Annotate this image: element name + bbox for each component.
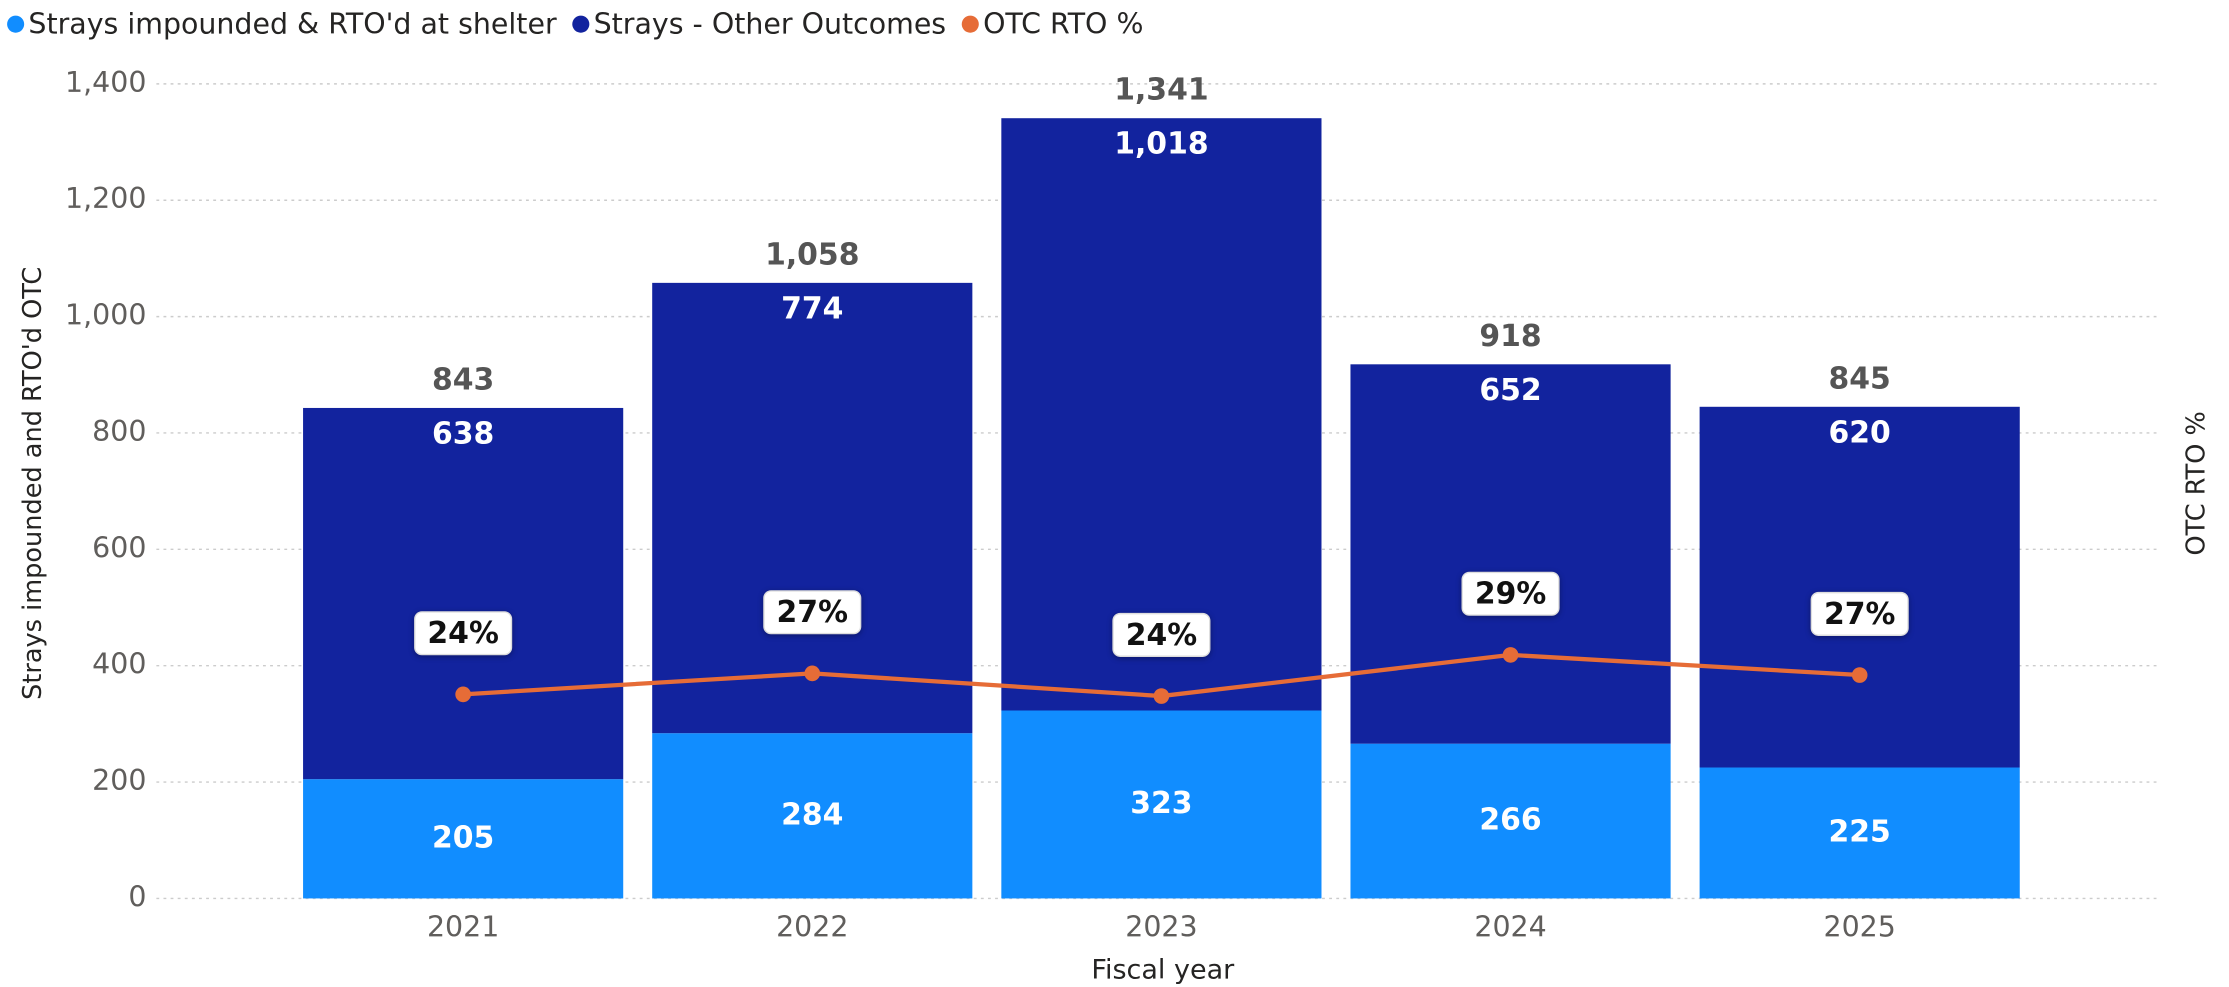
total-label: 1,341 xyxy=(1114,73,1208,108)
y-axis-title: Strays impounded and RTO'd OTC xyxy=(18,267,48,700)
x-tick-label: 2022 xyxy=(776,910,848,943)
bar xyxy=(1350,364,1671,744)
y-tick-label: 200 xyxy=(92,764,146,797)
line-point xyxy=(455,686,471,703)
label-bg xyxy=(414,611,513,656)
label-bg xyxy=(1461,571,1560,616)
line-point xyxy=(804,665,821,682)
bar xyxy=(303,407,624,780)
label-bg xyxy=(1112,612,1211,657)
data-label-box: 24% xyxy=(1112,612,1211,657)
label-bg xyxy=(763,590,862,635)
data-label-box: 27% xyxy=(1810,591,1909,636)
bar xyxy=(652,282,973,734)
bar xyxy=(652,733,973,899)
line-point xyxy=(1502,647,1519,663)
x-tick-label: 2023 xyxy=(1125,910,1197,943)
data-label: 29% xyxy=(1475,577,1546,612)
data-label: 323 xyxy=(1130,786,1192,821)
total-label: 845 xyxy=(1829,361,1891,396)
data-label: 620 xyxy=(1829,415,1891,450)
x-axis-title: Fiscal year xyxy=(1091,954,1235,985)
data-label-box: 24% xyxy=(414,611,513,656)
data-label: 205 xyxy=(432,820,494,855)
bar xyxy=(1001,118,1322,711)
data-label: 284 xyxy=(781,797,843,832)
legend-label: Strays impounded & RTO'd at shelter xyxy=(28,8,557,41)
x-tick-label: 2021 xyxy=(427,910,499,943)
line-point xyxy=(1851,667,1868,683)
total-label: 843 xyxy=(432,362,494,397)
data-label-box: 29% xyxy=(1461,571,1560,616)
data-label: 1,018 xyxy=(1114,127,1208,162)
y-tick-label: 1,000 xyxy=(65,299,146,332)
y-tick-label: 600 xyxy=(92,531,146,564)
bar xyxy=(1001,710,1322,899)
y2-axis-title: OTC RTO % xyxy=(2182,411,2212,555)
legend-label: OTC RTO % xyxy=(983,8,1143,41)
total-label: 1,058 xyxy=(765,237,859,272)
data-label: 638 xyxy=(432,416,494,451)
data-label: 27% xyxy=(777,595,848,630)
data-label: 24% xyxy=(1126,618,1197,653)
data-label: 652 xyxy=(1479,373,1541,408)
bar xyxy=(303,779,624,899)
line-point xyxy=(1153,688,1170,704)
y-tick-label: 1,400 xyxy=(65,66,146,99)
data-label: 774 xyxy=(781,291,843,326)
data-label: 225 xyxy=(1829,814,1891,849)
y-tick-label: 800 xyxy=(92,415,146,448)
x-tick-label: 2024 xyxy=(1474,910,1546,943)
legend-marker xyxy=(961,15,979,33)
x-tick-label: 2025 xyxy=(1824,910,1896,943)
data-label: 27% xyxy=(1824,597,1895,632)
bar xyxy=(1699,767,2020,899)
y-tick-label: 0 xyxy=(128,880,146,913)
bar xyxy=(1350,743,1671,899)
y-tick-label: 1,200 xyxy=(65,182,146,215)
y-tick-label: 400 xyxy=(92,648,146,681)
legend-label: Strays - Other Outcomes xyxy=(594,8,947,41)
legend-marker xyxy=(7,15,25,33)
data-label: 24% xyxy=(427,616,498,651)
legend-marker xyxy=(572,15,590,33)
total-label: 918 xyxy=(1479,319,1541,354)
bar xyxy=(1699,406,2020,768)
label-bg xyxy=(1810,591,1909,636)
data-label-box: 27% xyxy=(763,590,862,635)
data-label: 266 xyxy=(1479,803,1541,838)
